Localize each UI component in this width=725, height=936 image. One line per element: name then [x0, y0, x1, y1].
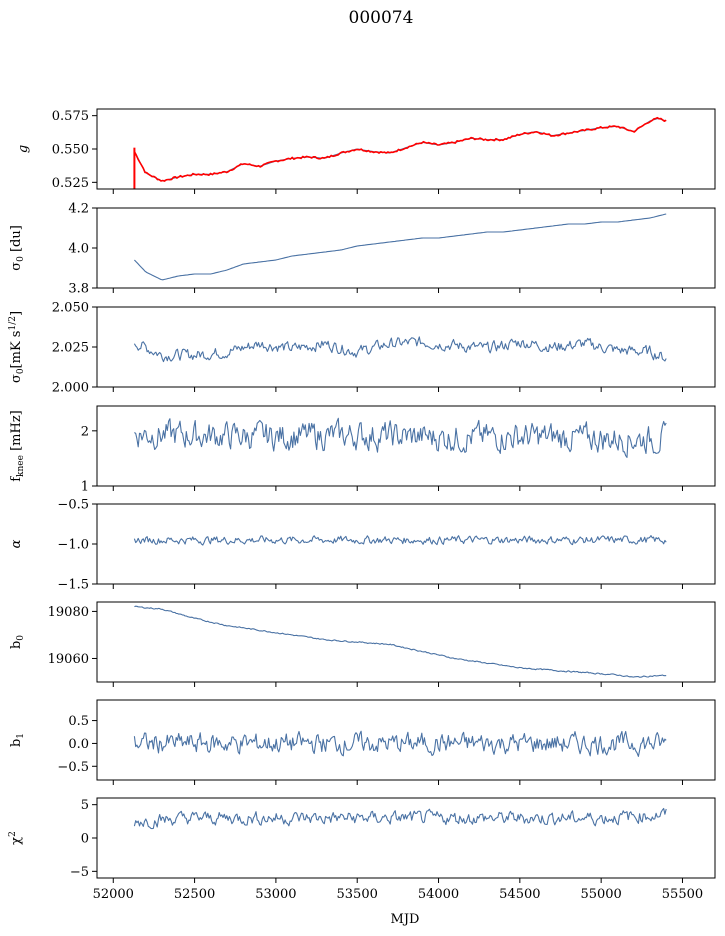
y-tick-label-alpha: −0.5	[57, 498, 89, 513]
y-tick-label-chi2: 5	[81, 798, 89, 813]
y-tick-label-alpha: −1.0	[57, 538, 89, 553]
x-tick-label: 53500	[337, 887, 378, 902]
axes-frame-fknee	[96, 405, 716, 487]
x-tick-label: 54000	[418, 887, 459, 902]
y-tick-label-b1: 0.5	[68, 714, 89, 729]
x-tick-label: 52000	[93, 887, 134, 902]
panel-sigma0: 3.8 4.0 4.2 σ0 [du]	[9, 202, 716, 297]
figure-title: 000074	[349, 8, 414, 28]
y-tick-label-g: 0.575	[52, 109, 89, 124]
series-line-sigma0_rate	[133, 336, 667, 363]
panel-b0: 19060 19080 b0	[9, 601, 716, 687]
series-line-sigma0	[134, 213, 667, 281]
x-tick-label: 55000	[580, 887, 621, 902]
series-line-b0	[134, 605, 667, 678]
axes-frame-chi2	[96, 797, 716, 879]
y-axis-label-b0: b0	[9, 635, 26, 649]
axes-frame-sigma0_rate	[96, 306, 716, 388]
axes-frame-b1	[96, 699, 716, 781]
panel-g: 0.525 0.550 0.575 g	[16, 108, 716, 194]
y-tick-label-fknee: 2	[81, 424, 89, 439]
y-tick-label-fknee: 1	[81, 480, 89, 495]
axes-frame-alpha	[96, 503, 716, 585]
axes-frame-b0	[96, 601, 716, 683]
y-tick-label-g: 0.550	[52, 143, 89, 158]
x-tick-label: 55500	[662, 887, 703, 902]
x-axis-label: MJD	[391, 912, 420, 927]
y-axis-label-chi2: χ2	[8, 831, 24, 845]
y-tick-label-b0: 19080	[48, 605, 89, 620]
y-axis-label-sigma0: σ0 [du]	[9, 225, 26, 271]
panel-fknee: 1 2 fknee [mHz]	[9, 405, 716, 495]
y-tick-label-b1: 0.0	[68, 737, 89, 752]
y-axis-label-alpha: α	[9, 539, 24, 548]
y-tick-label-chi2: 0	[81, 832, 89, 847]
y-tick-label-alpha: −1.5	[57, 578, 89, 593]
y-axis-label-sigma0_rate: σ0[mK s1/2]	[8, 311, 26, 383]
series-line-chi2	[133, 807, 667, 830]
y-tick-label-sigma0: 4.0	[68, 242, 89, 257]
panel-alpha: −1.5 −1.0 −0.5 α	[9, 498, 716, 593]
panel-chi2: −5 0 5 χ2	[8, 797, 716, 883]
panel-b1: −0.5 0.0 0.5 b1	[9, 699, 716, 785]
y-axis-label-fknee: fknee [mHz]	[9, 410, 26, 482]
y-tick-label-sigma0_rate: 2.025	[52, 341, 89, 356]
axes-frame-g	[96, 108, 716, 190]
axes-frame-sigma0	[96, 207, 716, 289]
x-tick-label: 52500	[174, 887, 215, 902]
series-line-alpha	[133, 535, 667, 546]
y-axis-label-g: g	[16, 145, 31, 153]
x-tick-label: 53000	[255, 887, 296, 902]
y-axis-label-b1: b1	[9, 733, 26, 747]
panel-sigma0_rate: 2.000 2.025 2.050 σ0[mK s1/2]	[8, 301, 716, 396]
y-tick-label-b1: −0.5	[57, 760, 89, 775]
x-tick-labels: 52000 52500 53000 53500 54000 54500 55000 55500	[93, 887, 704, 902]
y-tick-label-sigma0: 4.2	[68, 202, 89, 217]
y-tick-label-chi2: −5	[70, 865, 89, 880]
y-tick-label-g: 0.525	[52, 176, 89, 191]
series-line-fknee	[134, 417, 667, 458]
y-tick-label-sigma0: 3.8	[68, 282, 89, 297]
y-tick-label-sigma0_rate: 2.000	[52, 381, 89, 396]
y-tick-label-sigma0_rate: 2.050	[52, 301, 89, 316]
series-line-b1	[133, 730, 667, 757]
y-tick-label-b0: 19060	[48, 652, 89, 667]
x-tick-label: 54500	[499, 887, 540, 902]
series-line-g-overlay	[133, 116, 667, 182]
